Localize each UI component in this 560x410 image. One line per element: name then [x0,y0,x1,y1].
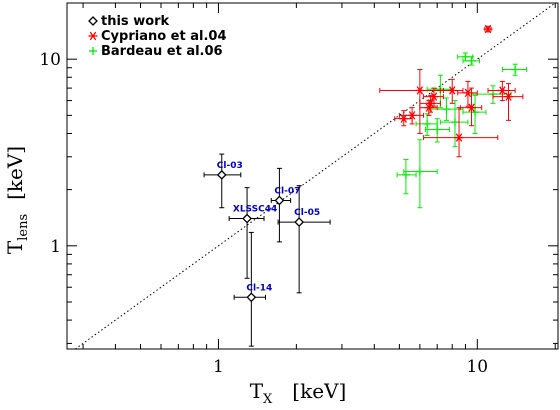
data-point [403,139,438,209]
data-point [487,80,516,102]
point-label: Cl-14 [246,283,272,293]
data-point [492,83,524,121]
y-axis-label-sub: lens [16,214,31,241]
asterisk-marker [399,114,409,123]
legend-item: Cypriano et al.04 [88,29,227,44]
plus-marker [461,52,470,61]
asterisk-marker [504,92,514,101]
point-label: Cl-05 [294,208,320,218]
data-point [462,94,487,134]
y-axis-title: Tlens [keV] [3,146,31,254]
diamond-marker [242,213,252,224]
plus-marker [423,119,432,128]
data-point [457,80,478,107]
data-point [415,113,438,137]
x-tick-label: 10 [466,357,488,377]
point-label: Cl-03 [217,161,243,171]
data-point [428,97,464,121]
diamond-marker [294,217,305,228]
plus-marker [433,125,442,134]
data-point [423,107,499,158]
legend-label: this work [101,14,170,29]
plus-marker [511,65,520,74]
legend-item: this work [88,14,170,29]
point-label: Cl-07 [274,186,300,196]
data-point: Cl-03 [203,153,243,209]
data-point [459,87,483,127]
x-axis-unit: [keV] [292,379,346,403]
data-point [396,159,417,195]
asterisk-marker [497,86,507,95]
asterisk-marker [447,86,457,95]
plus-marker [401,170,410,179]
asterisk-marker [415,86,425,95]
legend-asterisk-marker [88,31,98,41]
y-tick-label: 1 [50,237,61,257]
data-point [462,56,481,66]
legend-diamond-marker [88,16,98,26]
data-point [483,24,493,34]
asterisk-marker [463,88,473,98]
x-axis-label-sub: X [263,392,273,407]
ticks-layer: 1 10 1 10 [39,2,558,377]
legend-plus-marker [89,47,97,55]
y-axis-label: T [3,240,27,254]
asterisk-marker [429,92,439,101]
data-point [439,100,469,148]
y-tick-label: 10 [39,50,61,70]
data-point [423,87,444,107]
plus-marker [467,56,476,65]
diamond-marker [246,292,257,303]
x-tick-label: 1 [213,357,224,377]
point-label: XLSSC44 [233,205,277,215]
data-point: Cl-05 [277,185,331,294]
plus-marker [442,105,451,114]
asterisk-marker [483,24,493,34]
data-point: Cl-14 [233,231,272,347]
diamond-marker [216,169,227,180]
y-axis-unit: [keV] [3,146,27,200]
diamond-marker [274,195,285,206]
plot-frame [66,2,559,350]
x-axis-label: T [250,379,264,403]
plus-marker [415,167,424,176]
asterisk-marker [407,111,417,120]
x-axis-title: TX [keV] [250,379,347,407]
asterisk-marker [467,103,477,112]
data-point: Cl-07 [270,167,300,243]
legend-label: Cypriano et al.04 [101,29,227,44]
data-point: XLSSC44 [228,187,277,279]
legend-item: Bardeau et al.06 [89,44,223,59]
plus-marker [471,108,480,117]
legend-label: Bardeau et al.06 [101,44,223,59]
plus-marker [450,118,459,127]
data-point [424,118,450,143]
data-point [439,78,464,104]
asterisk-marker [454,133,464,142]
data-point [501,63,528,76]
data-layer: Cl-03 XLSSC44 Cl-07 Cl-05 Cl-14 [75,3,556,349]
